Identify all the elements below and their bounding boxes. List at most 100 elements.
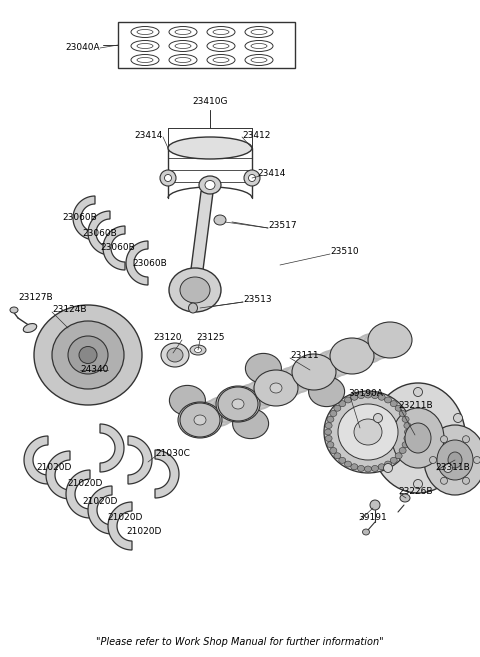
- Ellipse shape: [441, 436, 447, 443]
- Text: 23517: 23517: [268, 221, 297, 229]
- Ellipse shape: [301, 354, 338, 385]
- Ellipse shape: [169, 386, 205, 415]
- Ellipse shape: [332, 341, 369, 373]
- Text: 23060B: 23060B: [82, 229, 117, 237]
- Ellipse shape: [244, 170, 260, 186]
- Text: 23127B: 23127B: [18, 294, 53, 302]
- Text: 23414: 23414: [257, 170, 286, 179]
- Ellipse shape: [354, 419, 382, 445]
- Text: 21030C: 21030C: [155, 449, 190, 457]
- Ellipse shape: [169, 41, 197, 51]
- Ellipse shape: [251, 58, 267, 62]
- Ellipse shape: [175, 43, 191, 49]
- Ellipse shape: [213, 43, 229, 49]
- Ellipse shape: [233, 409, 269, 439]
- Text: 23410G: 23410G: [192, 97, 228, 106]
- Ellipse shape: [384, 397, 392, 403]
- Ellipse shape: [325, 422, 332, 428]
- Ellipse shape: [183, 406, 216, 434]
- Ellipse shape: [448, 452, 462, 468]
- Ellipse shape: [131, 41, 159, 51]
- Ellipse shape: [463, 477, 469, 484]
- Text: 21020D: 21020D: [82, 497, 118, 507]
- Text: 23111: 23111: [290, 350, 319, 359]
- Ellipse shape: [404, 422, 411, 428]
- Ellipse shape: [444, 463, 453, 472]
- Ellipse shape: [218, 387, 258, 421]
- Ellipse shape: [390, 457, 397, 463]
- Ellipse shape: [334, 343, 366, 371]
- Text: 23060B: 23060B: [132, 258, 167, 267]
- Ellipse shape: [402, 417, 409, 422]
- Ellipse shape: [294, 355, 334, 389]
- Ellipse shape: [207, 26, 235, 37]
- Ellipse shape: [137, 58, 153, 62]
- Ellipse shape: [384, 463, 393, 472]
- Ellipse shape: [262, 371, 299, 402]
- Ellipse shape: [180, 403, 220, 437]
- Ellipse shape: [34, 305, 142, 405]
- Ellipse shape: [254, 370, 298, 406]
- Ellipse shape: [413, 388, 422, 397]
- Ellipse shape: [441, 477, 447, 484]
- Ellipse shape: [284, 364, 316, 392]
- Ellipse shape: [256, 371, 296, 405]
- Polygon shape: [88, 486, 112, 534]
- Ellipse shape: [339, 457, 346, 463]
- Ellipse shape: [231, 383, 268, 415]
- Ellipse shape: [224, 390, 256, 417]
- Text: 24340: 24340: [80, 365, 108, 374]
- Ellipse shape: [384, 461, 392, 467]
- Polygon shape: [189, 191, 213, 286]
- Polygon shape: [73, 196, 95, 240]
- Ellipse shape: [358, 465, 364, 472]
- Ellipse shape: [212, 392, 249, 423]
- Ellipse shape: [216, 386, 260, 422]
- Ellipse shape: [345, 461, 351, 467]
- Ellipse shape: [160, 170, 176, 186]
- Ellipse shape: [131, 26, 159, 37]
- Text: 23060B: 23060B: [62, 214, 97, 223]
- Text: "Please refer to Work Shop Manual for further information": "Please refer to Work Shop Manual for fu…: [96, 637, 384, 647]
- Polygon shape: [24, 436, 48, 484]
- Ellipse shape: [213, 58, 229, 62]
- Ellipse shape: [364, 466, 372, 472]
- Ellipse shape: [368, 322, 412, 358]
- Ellipse shape: [399, 411, 406, 417]
- Text: 23414: 23414: [134, 131, 163, 139]
- Ellipse shape: [175, 30, 191, 35]
- Polygon shape: [226, 396, 263, 432]
- Ellipse shape: [294, 360, 326, 388]
- Ellipse shape: [180, 277, 210, 303]
- Ellipse shape: [324, 429, 332, 435]
- Ellipse shape: [324, 391, 412, 473]
- Ellipse shape: [194, 348, 202, 353]
- Ellipse shape: [10, 307, 18, 313]
- Ellipse shape: [303, 356, 336, 383]
- Ellipse shape: [413, 480, 422, 489]
- Text: 21020D: 21020D: [107, 512, 143, 522]
- Ellipse shape: [24, 323, 36, 332]
- Ellipse shape: [351, 464, 358, 470]
- Ellipse shape: [330, 338, 374, 374]
- Ellipse shape: [272, 367, 309, 397]
- Ellipse shape: [324, 348, 357, 374]
- Ellipse shape: [327, 442, 334, 447]
- Ellipse shape: [181, 404, 218, 436]
- Ellipse shape: [222, 388, 258, 419]
- Ellipse shape: [437, 440, 473, 480]
- Ellipse shape: [245, 26, 273, 37]
- Ellipse shape: [463, 436, 469, 443]
- Ellipse shape: [371, 383, 466, 493]
- Ellipse shape: [251, 30, 267, 35]
- Polygon shape: [100, 424, 124, 472]
- Ellipse shape: [370, 500, 380, 510]
- Ellipse shape: [213, 30, 229, 35]
- Ellipse shape: [68, 336, 108, 374]
- Ellipse shape: [364, 392, 372, 398]
- Ellipse shape: [264, 373, 297, 400]
- Polygon shape: [126, 241, 148, 285]
- Ellipse shape: [372, 325, 408, 355]
- Ellipse shape: [342, 337, 378, 369]
- Ellipse shape: [243, 381, 276, 409]
